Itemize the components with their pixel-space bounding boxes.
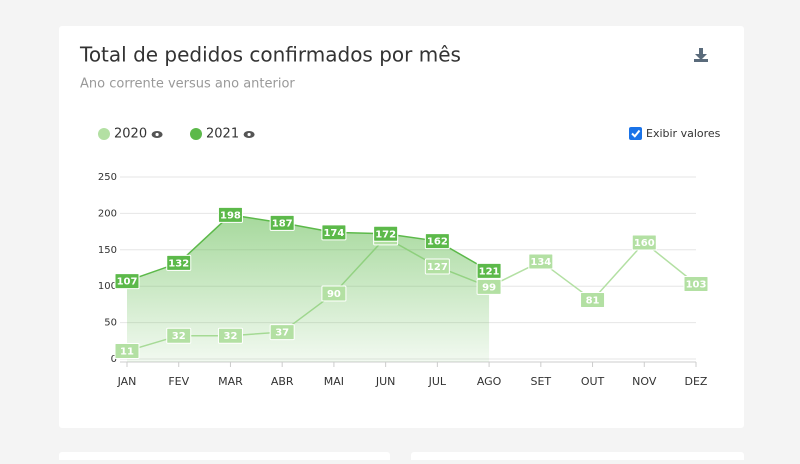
data-label-box xyxy=(217,327,243,344)
data-label-text: 103 xyxy=(686,280,707,291)
data-label: 107 xyxy=(114,273,140,290)
legend-eye-pupil xyxy=(247,132,251,137)
data-label-box xyxy=(683,276,709,293)
legend-swatch xyxy=(190,128,202,140)
data-label-text: 198 xyxy=(220,210,241,221)
data-label-box xyxy=(114,273,140,290)
data-label-text: 160 xyxy=(634,238,655,249)
x-tick-label: FEV xyxy=(168,375,189,388)
data-label-box xyxy=(114,342,140,359)
data-label-text: 81 xyxy=(586,296,600,307)
data-label-box xyxy=(476,278,502,295)
data-label: 132 xyxy=(166,254,192,271)
data-label: 198 xyxy=(217,206,243,223)
x-tick-label: ABR xyxy=(271,375,294,388)
data-label-box xyxy=(321,285,347,302)
legend-swatch xyxy=(98,128,110,140)
data-label-text: 174 xyxy=(323,228,344,239)
data-label-text: 107 xyxy=(117,277,138,288)
data-label: 103 xyxy=(683,276,709,293)
legend-eye-pupil xyxy=(155,132,159,137)
x-tick-label: DEZ xyxy=(685,375,708,388)
y-tick-label: 100 xyxy=(98,281,117,292)
y-tick-label: 200 xyxy=(98,208,117,219)
chart-title: Total de pedidos confirmados por mês xyxy=(79,43,461,67)
data-label-text: 162 xyxy=(427,237,448,248)
data-label-box xyxy=(631,234,657,251)
x-tick-label: NOV xyxy=(632,375,657,388)
x-tick-label: OUT xyxy=(581,375,605,388)
data-label-box xyxy=(166,254,192,271)
data-label: 134 xyxy=(528,253,554,270)
data-label-box xyxy=(528,253,554,270)
data-label: 32 xyxy=(166,327,192,344)
data-label-text: 90 xyxy=(327,289,341,300)
data-label: 32 xyxy=(217,327,243,344)
data-label: 90 xyxy=(321,285,347,302)
x-tick-label: SET xyxy=(530,375,551,388)
data-label: 187 xyxy=(269,214,295,231)
data-label-box xyxy=(373,225,399,242)
data-label-box xyxy=(476,262,502,279)
data-label-text: 172 xyxy=(375,229,396,240)
data-label-text: 134 xyxy=(530,257,551,268)
x-tick-label: MAI xyxy=(324,375,344,388)
data-label: 174 xyxy=(321,224,347,241)
x-tick-label: JUN xyxy=(375,375,396,388)
data-label: 160 xyxy=(631,234,657,251)
x-tick-label: AGO xyxy=(477,375,502,388)
card xyxy=(59,452,390,464)
data-label: 172 xyxy=(373,225,399,242)
plot: 0 50 100 150 200 250 JAN FEV MAR ABR MAI JUN JUL AGO S… xyxy=(98,172,709,388)
data-label-text: 32 xyxy=(223,331,237,342)
toggle-label: Exibir valores xyxy=(646,127,721,140)
card xyxy=(411,452,744,464)
data-label: 11 xyxy=(114,342,140,359)
data-label: 121 xyxy=(476,262,502,279)
data-label-box xyxy=(269,324,295,341)
data-label: 99 xyxy=(476,278,502,295)
data-label: 162 xyxy=(424,233,450,250)
data-label-box xyxy=(580,292,606,309)
area xyxy=(127,214,490,362)
x-tick-label: MAR xyxy=(218,375,243,388)
data-label-text: 187 xyxy=(272,218,293,229)
download-icon[interactable] xyxy=(694,48,708,62)
data-label-text: 127 xyxy=(427,262,448,273)
data-label-box xyxy=(424,258,450,275)
data-label-text: 121 xyxy=(479,266,500,277)
x-tick-label: JUL xyxy=(428,375,447,388)
x-tick-label: JAN xyxy=(117,375,137,388)
data-label: 37 xyxy=(269,324,295,341)
y-tick-label: 0 xyxy=(111,354,117,365)
data-label: 81 xyxy=(580,292,606,309)
legend-label: 2021 xyxy=(206,127,239,142)
legend: 2020 2021 xyxy=(98,127,255,142)
legend-label: 2020 xyxy=(114,127,147,142)
data-label-text: 99 xyxy=(482,282,496,293)
data-label-text: 11 xyxy=(120,346,134,357)
data-label-box xyxy=(269,214,295,231)
chart-subtitle: Ano corrente versus ano anterior xyxy=(80,77,295,92)
y-tick-label: 250 xyxy=(98,172,117,183)
data-label-text: 32 xyxy=(172,331,186,342)
data-label-box xyxy=(217,206,243,223)
y-tick-label: 150 xyxy=(98,245,117,256)
y-tick-label: 50 xyxy=(104,318,117,329)
data-label: 127 xyxy=(424,258,450,275)
data-label-text: 37 xyxy=(275,328,289,339)
values-toggle[interactable]: Exibir valores xyxy=(629,127,721,140)
data-label-text: 132 xyxy=(168,258,189,269)
data-label-box xyxy=(424,233,450,250)
data-label-box xyxy=(166,327,192,344)
data-label-box xyxy=(321,224,347,241)
